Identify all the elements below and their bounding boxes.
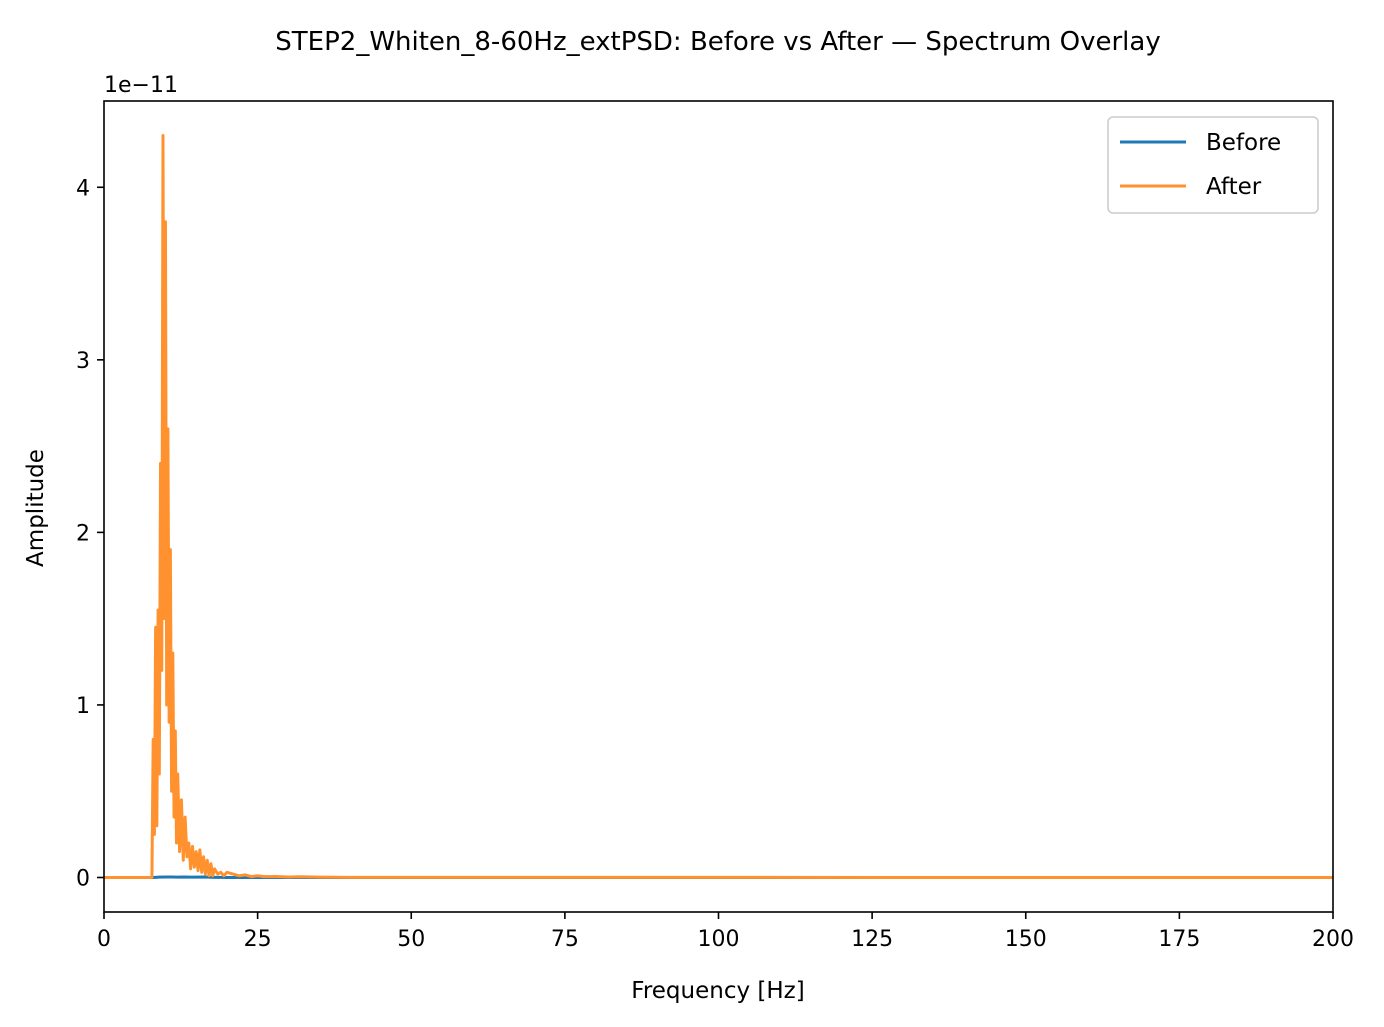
y-tick-label: 0 bbox=[76, 866, 90, 891]
y-axis: 0 1 2 3 4 bbox=[76, 176, 104, 891]
y-tick-label: 3 bbox=[76, 349, 90, 374]
x-tick-label: 175 bbox=[1158, 927, 1200, 952]
series-line-after bbox=[104, 134, 1333, 879]
x-tick-label: 0 bbox=[97, 927, 111, 952]
y-tick-label: 1 bbox=[76, 694, 90, 719]
legend-label-after: After bbox=[1206, 174, 1262, 200]
x-axis-label: Frequency [Hz] bbox=[631, 978, 804, 1004]
y-axis-label: Amplitude bbox=[23, 449, 49, 567]
x-tick-label: 75 bbox=[551, 927, 579, 952]
y-tick-label: 2 bbox=[76, 521, 90, 546]
x-tick-label: 150 bbox=[1005, 927, 1047, 952]
x-tick-label: 25 bbox=[244, 927, 272, 952]
legend: Before After bbox=[1107, 116, 1319, 214]
chart-title: STEP2_Whiten_8-60Hz_extPSD: Before vs Af… bbox=[275, 27, 1160, 57]
x-tick-label: 100 bbox=[698, 927, 740, 952]
x-tick-label: 125 bbox=[851, 927, 893, 952]
series-line-before bbox=[104, 875, 1333, 879]
y-offset-text: 1e−11 bbox=[104, 73, 178, 98]
plot-lines bbox=[104, 134, 1333, 879]
x-tick-label: 50 bbox=[397, 927, 425, 952]
legend-label-before: Before bbox=[1206, 130, 1281, 156]
x-tick-label: 200 bbox=[1312, 927, 1354, 952]
x-axis: 0 25 50 75 100 125 150 175 200 bbox=[97, 912, 1354, 952]
y-tick-label: 4 bbox=[76, 176, 90, 201]
